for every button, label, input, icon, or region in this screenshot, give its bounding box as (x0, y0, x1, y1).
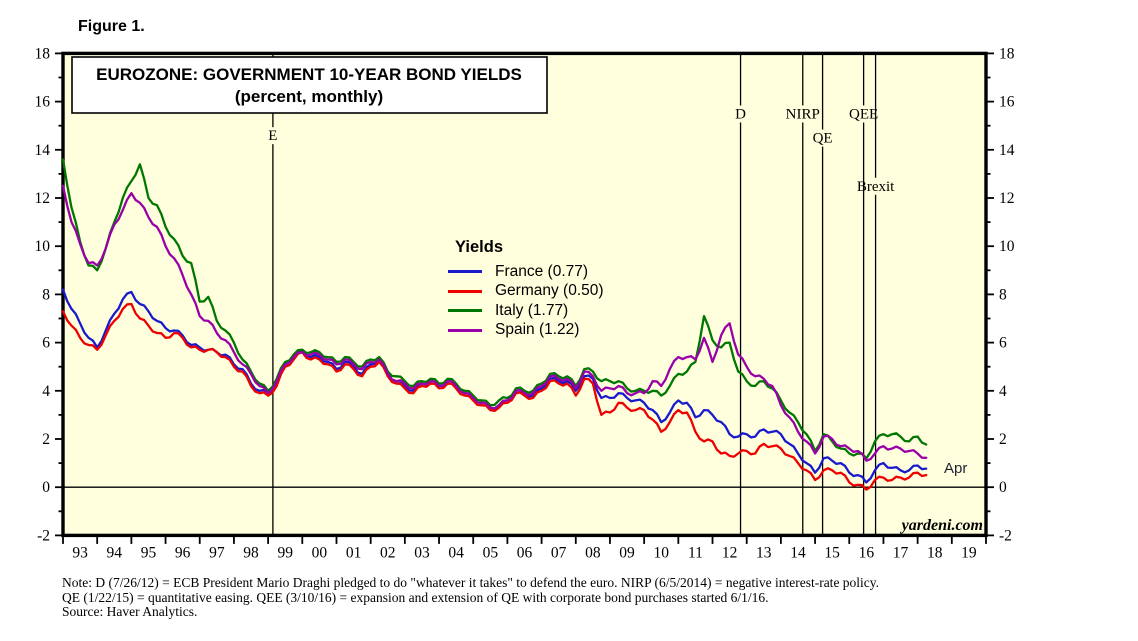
x-axis-year-label: 15 (824, 544, 840, 561)
event-line-nirp: NIRP (786, 53, 820, 536)
title-box-border (71, 56, 548, 114)
plot-background (63, 53, 986, 536)
figure-label: Figure 1. (78, 18, 145, 35)
y-axis-label-left: 18 (35, 45, 51, 62)
y-axis-label-left: 14 (35, 142, 51, 159)
y-axis-label-left: 4 (42, 383, 50, 400)
y-axis-label-right: 12 (999, 190, 1015, 207)
y-axis-label-left: 16 (35, 94, 51, 111)
x-axis-year-label: 00 (312, 544, 328, 561)
x-axis-year-label: 99 (277, 544, 293, 561)
legend-swatch-italy (448, 309, 482, 313)
x-axis-ticks: 93 94 95 96 97 98 99 00 01 02 03 04 05 06 07 08 09 10 11 12… (62, 535, 987, 561)
x-axis-year-label: 09 (619, 544, 635, 561)
x-axis-year-label: 10 (653, 544, 669, 561)
y-axis-label-right: -2 (999, 527, 1012, 544)
y-axis-label-right: 14 (999, 142, 1015, 159)
x-axis-year-label: 13 (756, 544, 772, 561)
event-label-qee: QEE (849, 106, 878, 122)
y-axis-label-right: 8 (999, 286, 1007, 303)
x-axis-year-label: 14 (790, 544, 806, 561)
event-lines: E D NIRP QE QEE Brexit (268, 53, 895, 536)
y-axis-label-left: 6 (42, 335, 50, 352)
y-axis-label-right: 16 (999, 94, 1015, 111)
event-line-d: D (735, 53, 746, 536)
legend-item-france: France (0.77) (448, 262, 604, 282)
last-point-label: Apr (944, 460, 967, 477)
watermark-yardeni: yardeni.com (900, 517, 983, 534)
y-axis-label-left: 8 (42, 286, 50, 303)
chart-title-box: EUROZONE: GOVERNMENT 10-YEAR BOND YIELDS… (71, 56, 548, 114)
y-axis-label-right: 6 (999, 335, 1007, 352)
x-axis-year-label: 02 (380, 544, 396, 561)
x-axis-year-label: 06 (517, 544, 533, 561)
y-axis-label-left: 10 (35, 238, 51, 255)
y-axis-label-left: 12 (35, 190, 51, 207)
footnotes: Note: D (7/26/12) = ECB President Mario … (62, 575, 1122, 620)
y-axis-label-left: 2 (42, 431, 50, 448)
x-axis-year-label: 18 (927, 544, 943, 561)
legend-item-germany: Germany (0.50) (448, 282, 604, 302)
x-axis-year-label: 96 (175, 544, 191, 561)
x-axis-year-label: 08 (585, 544, 601, 561)
y-axis-label-right: 0 (999, 479, 1007, 496)
x-axis-year-label: 12 (722, 544, 738, 561)
x-axis-year-label: 17 (893, 544, 909, 561)
chart-title: EUROZONE: GOVERNMENT 10-YEAR BOND YIELDS (96, 65, 522, 84)
series-line-spain (61, 184, 928, 462)
legend-label-spain: Spain (1.22) (495, 321, 580, 339)
legend-label-france: France (0.77) (495, 262, 589, 280)
legend: Yields France (0.77) Germany (0.50) Italy … (448, 238, 604, 340)
y-axis-label-right: 4 (999, 383, 1007, 400)
x-axis-year-label: 05 (483, 544, 499, 561)
x-axis-year-label: 11 (688, 544, 703, 561)
event-label-e: E (268, 128, 277, 144)
x-axis-year-label: 03 (414, 544, 430, 561)
legend-item-spain: Spain (1.22) (448, 321, 604, 341)
legend-title: Yields (455, 238, 503, 256)
y-axis-ticks: -2 -2 0 0 2 2 4 4 6 6 8 8 10 10 12 12 14 14 16 16 18 18 (35, 45, 1015, 544)
x-axis-year-label: 16 (859, 544, 875, 561)
chart-frame (61, 51, 988, 538)
event-label-brexit: Brexit (857, 179, 895, 195)
series-line-germany (61, 302, 928, 491)
event-label-nirp: NIRP (786, 106, 820, 122)
x-axis-year-label: 19 (961, 544, 977, 561)
y-axis-label-left: 0 (42, 479, 50, 496)
y-axis-label-right: 10 (999, 238, 1015, 255)
x-axis-year-label: 07 (551, 544, 567, 561)
chart-subtitle: (percent, monthly) (235, 87, 383, 106)
x-axis-year-label: 01 (346, 544, 362, 561)
event-line-qee: QEE (849, 53, 878, 536)
x-axis-year-label: 04 (448, 544, 464, 561)
legend-label-italy: Italy (1.77) (495, 301, 569, 319)
x-axis-year-label: 94 (107, 544, 123, 561)
legend-rows: France (0.77) Germany (0.50) Italy (1.77) S… (448, 262, 604, 340)
y-axis-label-right: 18 (999, 45, 1015, 62)
legend-swatch-germany (448, 289, 482, 293)
legend-item-italy: Italy (1.77) (448, 301, 604, 321)
event-label-qe: QE (813, 131, 833, 147)
x-axis-year-label: 97 (209, 544, 225, 561)
note-line-1: Note: D (7/26/12) = ECB President Mario … (62, 575, 880, 590)
note-line-2: QE (1/22/15) = quantitative easing. QEE … (62, 589, 769, 605)
series-lines (61, 158, 928, 491)
legend-label-germany: Germany (0.50) (495, 282, 604, 300)
source-line: Source: Haver Analytics. (62, 604, 198, 619)
x-axis-year-label: 95 (141, 544, 157, 561)
x-axis-year-label: 98 (243, 544, 259, 561)
event-line-qe: QE (813, 53, 833, 536)
event-label-d: D (735, 106, 746, 122)
legend-swatch-france (448, 270, 482, 274)
series-line-italy (61, 158, 928, 460)
y-axis-label-left: -2 (37, 527, 50, 544)
x-axis-year-label: 93 (72, 544, 88, 561)
y-axis-label-right: 2 (999, 431, 1007, 448)
legend-swatch-spain (448, 328, 482, 332)
